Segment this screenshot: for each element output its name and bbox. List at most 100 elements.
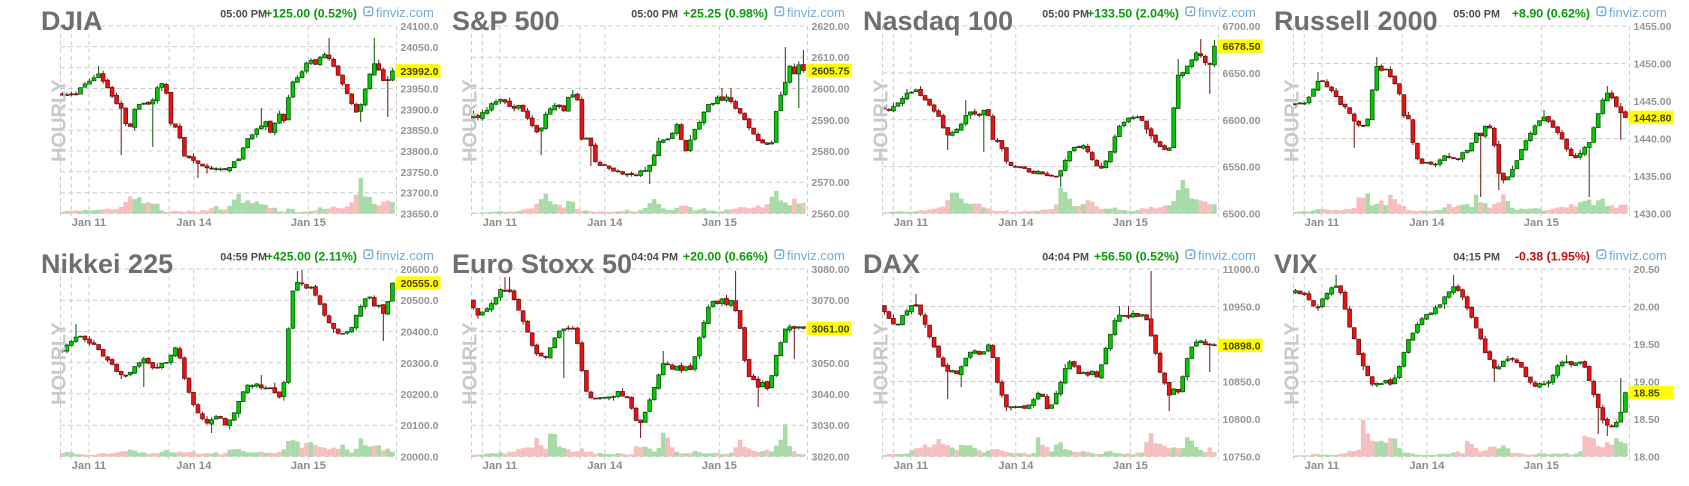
svg-text:1445.00: 1445.00 [1634, 96, 1672, 108]
svg-text:23900.0: 23900.0 [401, 104, 439, 116]
svg-text:3080.00: 3080.00 [812, 264, 850, 276]
svg-text:S&P 500: S&P 500 [452, 6, 560, 36]
svg-text:1440.00: 1440.00 [1634, 134, 1672, 146]
svg-text:VIX: VIX [1274, 249, 1318, 279]
svg-text:HOURLY: HOURLY [871, 79, 893, 162]
svg-text:HOURLY: HOURLY [49, 322, 71, 405]
svg-text:DJIA: DJIA [41, 6, 103, 36]
svg-text:19.50: 19.50 [1634, 339, 1660, 351]
svg-text:6678.50: 6678.50 [1223, 41, 1261, 53]
svg-text:05:00 PM: 05:00 PM [1453, 9, 1500, 21]
svg-text:HOURLY: HOURLY [1282, 79, 1304, 162]
svg-text:HOURLY: HOURLY [49, 79, 71, 162]
svg-text:Jan 15: Jan 15 [291, 460, 326, 472]
svg-text:18.00: 18.00 [1634, 452, 1660, 464]
svg-text:19.00: 19.00 [1634, 377, 1660, 389]
svg-text:Jan 14: Jan 14 [176, 217, 212, 229]
svg-text:05:00 PM: 05:00 PM [631, 9, 678, 21]
svg-text:20200.0: 20200.0 [401, 389, 439, 401]
svg-text:24050.0: 24050.0 [401, 42, 439, 54]
svg-text:Nasdaq 100: Nasdaq 100 [863, 6, 1013, 36]
svg-text:Jan 14: Jan 14 [587, 460, 623, 472]
svg-text:20100.0: 20100.0 [401, 420, 439, 432]
svg-text:HOURLY: HOURLY [460, 79, 482, 162]
svg-text:+125.00 (0.52%): +125.00 (0.52%) [265, 7, 357, 21]
svg-text:Jan 11: Jan 11 [894, 460, 929, 472]
svg-text:11000.0: 11000.0 [1223, 264, 1261, 276]
svg-text:6600.00: 6600.00 [1223, 115, 1261, 127]
svg-text:+8.90 (0.62%): +8.90 (0.62%) [1512, 7, 1590, 21]
svg-text:23750.0: 23750.0 [401, 167, 439, 179]
svg-text:Jan 15: Jan 15 [1113, 460, 1148, 472]
svg-text:6700.00: 6700.00 [1223, 21, 1261, 33]
svg-text:finviz.com: finviz.com [787, 248, 845, 263]
svg-text:3061.00: 3061.00 [812, 323, 850, 335]
svg-text:HOURLY: HOURLY [871, 322, 893, 405]
svg-text:Jan 14: Jan 14 [1409, 217, 1445, 229]
svg-text:2610.00: 2610.00 [812, 52, 850, 64]
svg-text:04:04 PM: 04:04 PM [1042, 252, 1089, 264]
svg-text:20.50: 20.50 [1634, 264, 1660, 276]
svg-text:Euro Stoxx 50: Euro Stoxx 50 [452, 249, 632, 279]
svg-text:Jan 11: Jan 11 [894, 217, 929, 229]
svg-text:04:15 PM: 04:15 PM [1453, 252, 1500, 264]
svg-text:finviz.com: finviz.com [787, 5, 845, 20]
svg-text:-0.38 (1.95%): -0.38 (1.95%) [1515, 250, 1590, 264]
svg-text:23800.0: 23800.0 [401, 146, 439, 158]
svg-text:20555.0: 20555.0 [401, 278, 439, 290]
svg-text:Jan 11: Jan 11 [72, 460, 107, 472]
svg-text:20600.0: 20600.0 [401, 264, 439, 276]
svg-text:6550.00: 6550.00 [1223, 162, 1261, 174]
svg-text:Jan 14: Jan 14 [998, 217, 1034, 229]
svg-text:18.85: 18.85 [1634, 388, 1660, 400]
svg-text:finviz.com: finviz.com [1198, 5, 1256, 20]
svg-text:finviz.com: finviz.com [1609, 248, 1667, 263]
svg-text:finviz.com: finviz.com [1609, 5, 1667, 20]
svg-text:Jan 11: Jan 11 [72, 217, 107, 229]
svg-text:23992.0: 23992.0 [401, 66, 439, 78]
svg-text:23700.0: 23700.0 [401, 188, 439, 200]
svg-text:+25.25 (0.98%): +25.25 (0.98%) [683, 7, 768, 21]
svg-text:Jan 15: Jan 15 [702, 217, 737, 229]
svg-text:Jan 15: Jan 15 [702, 460, 737, 472]
svg-text:04:59 PM: 04:59 PM [220, 252, 267, 264]
svg-text:finviz.com: finviz.com [1198, 248, 1256, 263]
svg-text:6500.00: 6500.00 [1223, 209, 1261, 221]
svg-text:1442.80: 1442.80 [1634, 113, 1672, 125]
svg-text:finviz.com: finviz.com [376, 248, 434, 263]
svg-text:04:04 PM: 04:04 PM [631, 252, 678, 264]
svg-text:Nikkei 225: Nikkei 225 [41, 249, 173, 279]
svg-text:Jan 11: Jan 11 [483, 460, 518, 472]
svg-text:2580.00: 2580.00 [812, 146, 850, 158]
svg-text:Jan 15: Jan 15 [1113, 217, 1148, 229]
svg-text:HOURLY: HOURLY [460, 322, 482, 405]
svg-text:+20.00 (0.66%): +20.00 (0.66%) [683, 250, 768, 264]
svg-text:Russell 2000: Russell 2000 [1274, 6, 1438, 36]
svg-text:20.00: 20.00 [1634, 302, 1660, 314]
svg-text:05:00 PM: 05:00 PM [1042, 9, 1089, 21]
svg-text:10800.0: 10800.0 [1223, 414, 1261, 426]
svg-text:Jan 11: Jan 11 [1305, 217, 1340, 229]
svg-text:20400.0: 20400.0 [401, 327, 439, 339]
svg-text:HOURLY: HOURLY [1282, 322, 1304, 405]
svg-text:1450.00: 1450.00 [1634, 59, 1672, 71]
svg-text:20000.0: 20000.0 [401, 452, 439, 464]
svg-text:05:00 PM: 05:00 PM [220, 9, 267, 21]
svg-text:2605.75: 2605.75 [812, 66, 850, 78]
svg-text:+425.00 (2.11%): +425.00 (2.11%) [266, 250, 357, 264]
svg-text:finviz.com: finviz.com [376, 5, 434, 20]
svg-text:23950.0: 23950.0 [401, 84, 439, 96]
svg-text:3030.00: 3030.00 [812, 420, 850, 432]
svg-text:10950.0: 10950.0 [1223, 302, 1261, 314]
svg-text:1435.00: 1435.00 [1634, 171, 1672, 183]
svg-text:24100.0: 24100.0 [401, 21, 439, 33]
svg-text:2620.00: 2620.00 [812, 21, 850, 33]
svg-text:2560.00: 2560.00 [812, 209, 850, 221]
svg-text:1455.00: 1455.00 [1634, 21, 1672, 33]
svg-text:2590.00: 2590.00 [812, 115, 850, 127]
svg-text:Jan 11: Jan 11 [1305, 460, 1340, 472]
svg-text:3070.00: 3070.00 [812, 295, 850, 307]
svg-text:Jan 11: Jan 11 [483, 217, 518, 229]
svg-text:2570.00: 2570.00 [812, 177, 850, 189]
svg-text:Jan 15: Jan 15 [291, 217, 326, 229]
